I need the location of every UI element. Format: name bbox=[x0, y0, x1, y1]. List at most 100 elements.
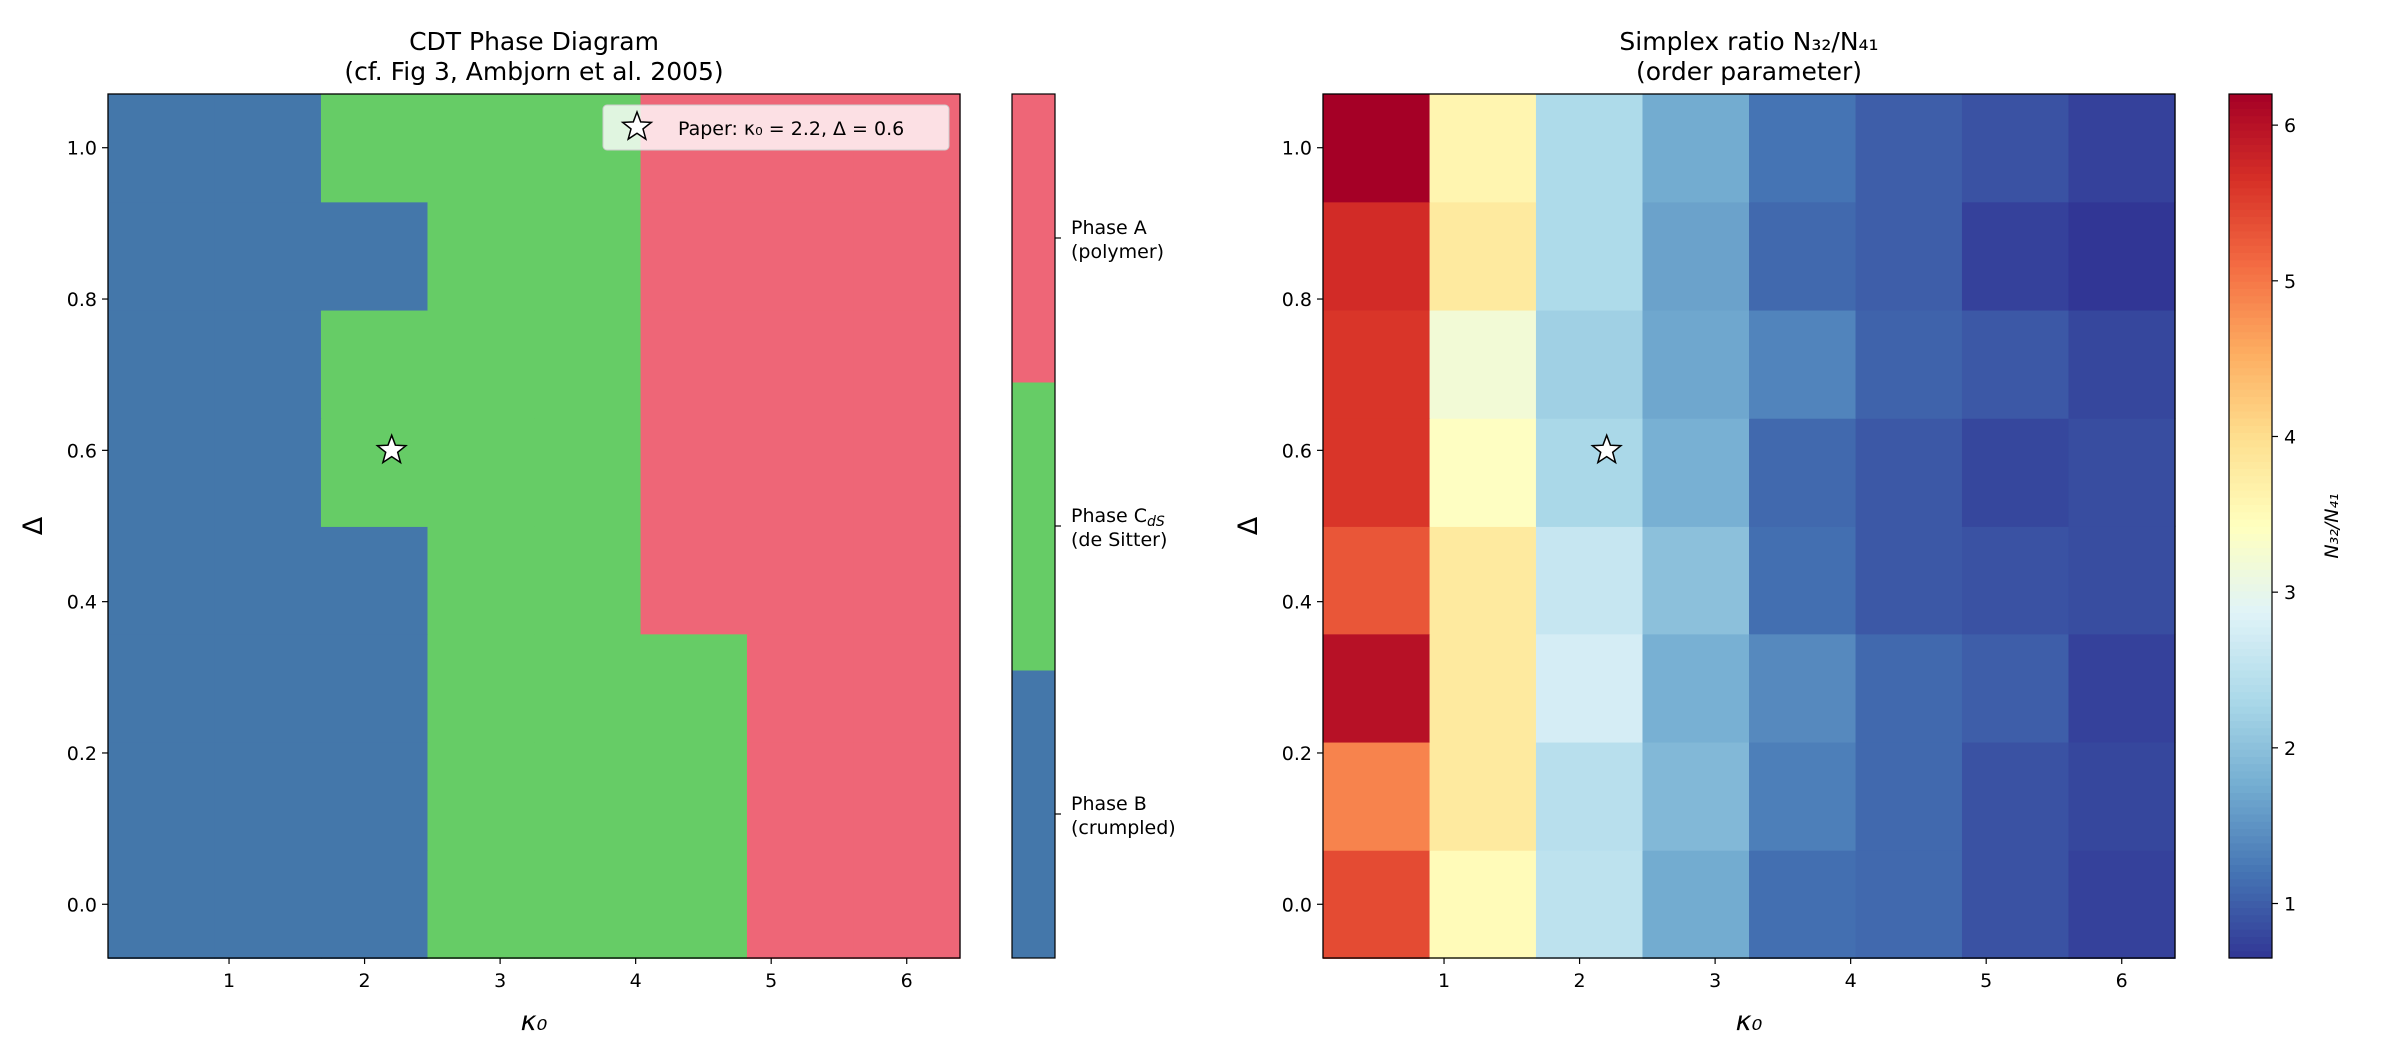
heatmap-cell bbox=[1535, 633, 1644, 743]
heatmap-cell bbox=[214, 633, 322, 743]
heatmap-cell bbox=[2068, 525, 2176, 635]
colorbar-gradient-step bbox=[2229, 482, 2272, 491]
heatmap-cell bbox=[853, 742, 961, 851]
heatmap-cell bbox=[1855, 93, 1963, 203]
heatmap-cell bbox=[534, 633, 642, 743]
x-axis-label: κ₀ bbox=[521, 1006, 548, 1037]
colorbar-gradient-step bbox=[2229, 648, 2272, 657]
colorbar-gradient-step bbox=[2229, 180, 2272, 189]
heatmap-cell bbox=[746, 201, 855, 311]
paper-point-star-marker bbox=[1590, 433, 1623, 465]
colorbar-gradient-step bbox=[2229, 511, 2272, 520]
colorbar-gradient-step bbox=[2229, 792, 2272, 801]
colorbar-gradient-step bbox=[2229, 785, 2272, 793]
heatmap-cell bbox=[640, 310, 748, 419]
heatmap-cell bbox=[108, 742, 216, 851]
panel-1: 1 2 3 4 5 6 0.0 0.2 0.4 0.6 0.8 1.0 CDT Phase Diagra… bbox=[18, 27, 1176, 1037]
heatmap-cell bbox=[1535, 310, 1644, 419]
heatmap-cell bbox=[746, 633, 855, 743]
colorbar-gradient-step bbox=[2229, 598, 2272, 606]
colorbar-gradient-step bbox=[2229, 871, 2272, 880]
heatmap-cell bbox=[427, 742, 535, 851]
colorbar-gradient-step bbox=[2229, 223, 2272, 232]
colorbar-gradient-step bbox=[2229, 857, 2272, 865]
colorbar-gradient-step bbox=[2229, 151, 2272, 160]
colorbar-gradient-step bbox=[2229, 425, 2272, 433]
heatmap-cell bbox=[853, 525, 961, 635]
heatmap-cell bbox=[320, 93, 429, 203]
heatmap-cell bbox=[640, 633, 748, 743]
y-tick-label: 1.0 bbox=[1282, 138, 1312, 160]
colorbar-gradient-step bbox=[2229, 655, 2272, 664]
colorbar-gradient-step bbox=[2229, 936, 2272, 945]
colorbar-gradient-step bbox=[2229, 324, 2272, 333]
colorbar-gradient-step bbox=[2229, 389, 2272, 397]
heatmap-cell bbox=[1535, 201, 1644, 311]
chart-title: CDT Phase Diagram bbox=[409, 27, 659, 56]
colorbar-gradient-step bbox=[2229, 446, 2272, 455]
y-axis-label: Δ bbox=[18, 516, 49, 535]
heatmap-cell bbox=[1961, 525, 2070, 635]
y-tick-label: 0.6 bbox=[67, 440, 97, 462]
heatmap-cell bbox=[427, 525, 535, 635]
y-tick-label: 0.4 bbox=[67, 592, 97, 614]
colorbar-gradient-step bbox=[2229, 310, 2272, 318]
legend: Paper: κ₀ = 2.2, Δ = 0.6 bbox=[602, 104, 950, 151]
colorbar-gradient-step bbox=[2229, 288, 2272, 297]
x-tick-label: 4 bbox=[1845, 970, 1857, 992]
x-tick-label: 1 bbox=[223, 970, 235, 992]
heatmap-cell bbox=[108, 633, 216, 743]
heatmap-cell bbox=[427, 310, 535, 419]
colorbar-gradient-step bbox=[2229, 814, 2272, 822]
colorbar-gradient-step bbox=[2229, 662, 2272, 671]
colorbar-gradient-step bbox=[2229, 864, 2272, 873]
colorbar-gradient-step bbox=[2229, 454, 2272, 462]
heatmap-cell bbox=[640, 525, 748, 635]
x-tick-label: 6 bbox=[901, 970, 913, 992]
y-tick-label: 0.2 bbox=[1282, 743, 1312, 765]
colorbar-gradient-step bbox=[2229, 302, 2272, 311]
colorbar-gradient-step bbox=[2229, 209, 2272, 217]
colorbar-gradient-step bbox=[2229, 504, 2272, 513]
y-tick-label: 0.8 bbox=[1282, 289, 1312, 311]
phase-name: Phase A bbox=[1071, 217, 1147, 239]
colorbar-gradient-step bbox=[2229, 677, 2272, 685]
colorbar: 1 2 3 4 5 6 N₃₂/N₄₁ bbox=[2228, 93, 2343, 959]
colorbar-gradient-step bbox=[2229, 418, 2272, 426]
heatmap-cell bbox=[320, 201, 429, 311]
colorbar-gradient-step bbox=[2229, 778, 2272, 786]
heatmap-cell bbox=[2068, 850, 2176, 959]
phase-description: (polymer) bbox=[1071, 241, 1164, 263]
colorbar-gradient-step bbox=[2229, 878, 2272, 887]
colorbar-gradient-step bbox=[2229, 238, 2272, 246]
colorbar-gradient-step bbox=[2229, 410, 2272, 419]
heatmap-cell bbox=[853, 201, 961, 311]
heatmap-cell bbox=[1535, 850, 1644, 959]
heatmap-cell bbox=[534, 525, 642, 635]
chart-title: Simplex ratio N₃₂/N₄₁ bbox=[1619, 27, 1878, 56]
x-tick-label: 3 bbox=[1709, 970, 1721, 992]
heatmap-cell bbox=[427, 850, 535, 959]
heatmap-cell bbox=[2068, 310, 2176, 419]
heatmap-cell bbox=[1749, 418, 1857, 527]
heatmap-cell bbox=[1961, 201, 2070, 311]
heatmap-cell bbox=[1961, 93, 2070, 203]
heatmap-cell bbox=[1429, 742, 1537, 851]
heatmap-cell bbox=[1749, 850, 1857, 959]
heatmap-cell bbox=[746, 742, 855, 851]
phase-name: Phase C bbox=[1071, 505, 1147, 527]
colorbar-tick-label: 1 bbox=[2284, 894, 2296, 916]
x-tick-label: 4 bbox=[630, 970, 642, 992]
colorbar-segment bbox=[1012, 670, 1055, 959]
heatmap-cell bbox=[1642, 310, 1750, 419]
colorbar-gradient-step bbox=[2229, 108, 2272, 117]
colorbar-tick-label: 6 bbox=[2284, 115, 2296, 137]
heatmap-cell bbox=[1535, 93, 1644, 203]
x-tick-label: 5 bbox=[1980, 970, 1992, 992]
colorbar-gradient-step bbox=[2229, 727, 2272, 736]
heatmap-cell bbox=[108, 93, 216, 203]
colorbar-gradient-step bbox=[2229, 166, 2272, 174]
colorbar-gradient-step bbox=[2229, 259, 2272, 268]
colorbar-tick-label: 5 bbox=[2284, 271, 2296, 293]
colorbar-gradient-step bbox=[2229, 749, 2272, 757]
